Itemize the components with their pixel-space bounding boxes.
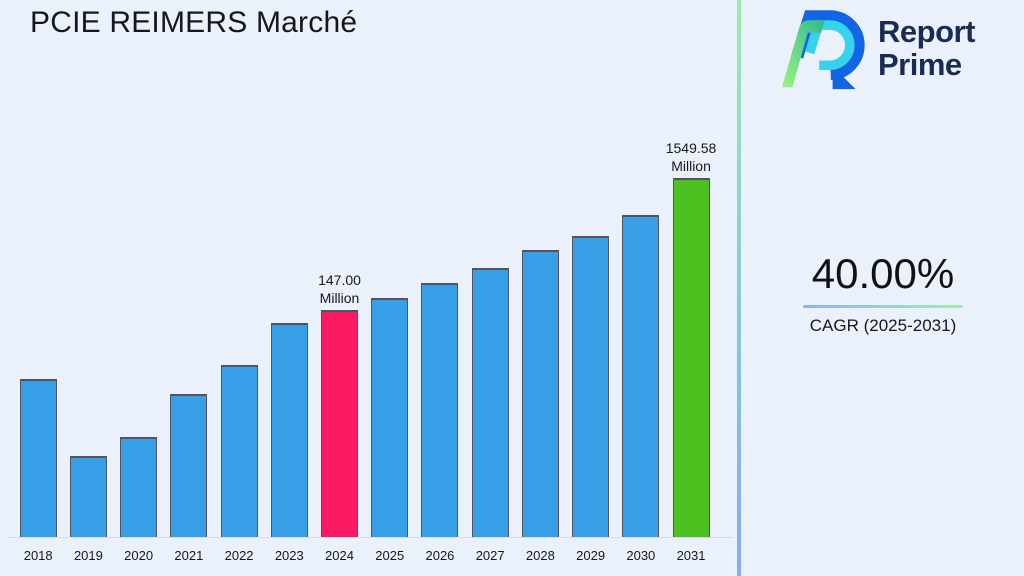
bar-2030 — [622, 215, 660, 537]
bar-2031 — [672, 178, 710, 537]
brand-logo: Report Prime — [780, 8, 975, 90]
bar-2024 — [321, 310, 359, 537]
value-label-2031: 1549.58 Million — [665, 140, 717, 174]
bar-2021 — [170, 394, 208, 537]
report-prime-logo-icon — [781, 10, 865, 90]
x-tick-2030: 2030 — [626, 548, 656, 563]
x-tick-2020: 2020 — [124, 548, 154, 563]
bar-2019 — [69, 456, 107, 537]
brand-name: Report Prime — [878, 14, 975, 82]
bar-2028 — [521, 250, 559, 537]
x-tick-2023: 2023 — [274, 548, 304, 563]
bar-2022 — [220, 365, 258, 537]
brand-name-line1: Report — [878, 14, 975, 50]
cagr-underline — [803, 305, 963, 308]
brand-name-line2: Prime — [878, 47, 962, 82]
page-title: PCIE REIMERS Marché — [30, 6, 358, 39]
bar-2029 — [572, 236, 610, 537]
x-tick-2026: 2026 — [425, 548, 455, 563]
bar-2018 — [19, 379, 57, 537]
value-label-2024: 147.00 Million — [318, 272, 361, 306]
x-tick-2022: 2022 — [224, 548, 254, 563]
x-tick-2029: 2029 — [576, 548, 606, 563]
x-axis-line — [8, 537, 734, 538]
cagr-panel: 40.00% CAGR (2025-2031) — [742, 250, 1024, 336]
x-tick-2024: 2024 — [325, 548, 354, 563]
bar-2025 — [371, 298, 409, 537]
vertical-divider — [737, 0, 741, 576]
cagr-value: 40.00% — [811, 250, 955, 297]
x-tick-2028: 2028 — [525, 548, 555, 563]
x-tick-2025: 2025 — [375, 548, 405, 563]
x-tick-2018: 2018 — [23, 548, 53, 563]
cagr-label: CAGR (2025-2031) — [809, 316, 957, 335]
x-tick-2021: 2021 — [174, 548, 204, 563]
bar-2023 — [270, 323, 308, 537]
x-tick-2027: 2027 — [475, 548, 505, 563]
x-tick-2031: 2031 — [676, 548, 706, 563]
bar-2027 — [471, 268, 509, 537]
bar-2026 — [421, 283, 459, 537]
x-tick-2019: 2019 — [73, 548, 103, 563]
bar-2020 — [120, 437, 158, 537]
bar-chart: 2018 2019 2020 2021 2022 2023 2024 2025 2026 2027… — [8, 140, 734, 563]
